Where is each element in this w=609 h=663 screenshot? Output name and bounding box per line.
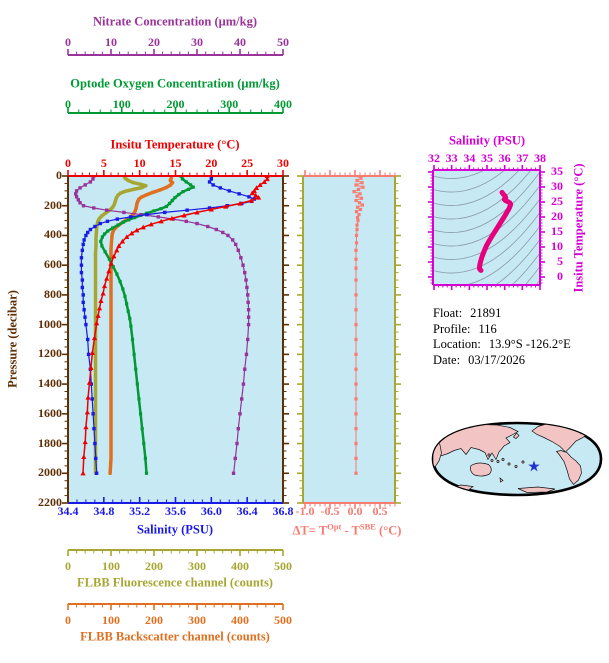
backscatter-tick-label: 200	[145, 613, 163, 627]
backscatter-tick-label: 100	[102, 613, 120, 627]
ts-temperature-tick-label: 5	[557, 254, 563, 268]
oxygen-axis-title: Optode Oxygen Concentration (μm/kg)	[70, 76, 280, 91]
pressure-tick-label: 1200	[38, 346, 62, 361]
fluorescence-tick-label: 400	[231, 559, 249, 573]
float-id-line: Float: 21891	[433, 306, 502, 320]
ts-salinity-tick-label: 37	[516, 151, 529, 165]
date-line: Date: 03/17/2026	[433, 352, 526, 367]
temperature-tick-label: 30	[277, 156, 289, 170]
ts-temperature-tick-label: 35	[551, 164, 563, 178]
fluorescence-tick-label: 500	[274, 559, 292, 573]
delta-t-tick-label: -1.0	[295, 504, 315, 518]
ts-temperature-tick-label: 20	[551, 209, 563, 223]
pressure-tick-label: 2000	[38, 465, 62, 480]
nitrate-tick-label: 20	[148, 35, 160, 49]
salinity-tick-label: 35.2	[129, 504, 151, 518]
world-map	[431, 421, 603, 497]
ts-temperature-tick-label: 10	[551, 239, 563, 253]
salinity-tick-label: 36.8	[272, 504, 294, 518]
salinity-tick-label: 34.4	[57, 504, 79, 518]
ts-temperature-tick-label: 15	[551, 224, 563, 238]
ts-curve	[476, 189, 514, 273]
nitrate-axis-title: Nitrate Concentration (μm/kg)	[93, 14, 257, 29]
pressure-tick-label: 1400	[38, 376, 62, 391]
delta-t-axis-title: ΔT= TOpt - TSBE (°C)	[292, 521, 402, 538]
nitrate-tick-label: 0	[65, 35, 71, 49]
oxygen-tick-label: 400	[274, 97, 292, 111]
ts-temperature-tick-label: 30	[551, 179, 563, 193]
salinity-axis-title: Salinity (PSU)	[136, 522, 214, 537]
pressure-tick-label: 200	[44, 197, 62, 212]
oxygen-tick-label: 0	[65, 97, 71, 111]
temperature-tick-label: 10	[133, 156, 146, 170]
fluorescence-tick-label: 0	[65, 559, 71, 573]
pressure-tick-label: 800	[44, 286, 62, 301]
fluorescence-tick-label: 200	[145, 559, 163, 573]
pressure-tick-label: 400	[44, 227, 62, 242]
nitrate-tick-label: 10	[105, 35, 117, 49]
ts-salinity-axis-title: Salinity (PSU)	[448, 133, 526, 148]
temperature-tick-label: 0	[65, 156, 71, 170]
profile-number-line: Profile: 116	[433, 321, 497, 336]
nitrate-tick-label: 40	[234, 35, 246, 49]
backscatter-tick-label: 400	[231, 613, 249, 627]
temperature-tick-label: 20	[205, 156, 218, 170]
temperature-tick-label: 5	[100, 156, 107, 170]
salinity-tick-label: 36.4	[236, 504, 258, 518]
delta-t-curve	[352, 176, 365, 475]
pressure-tick-label: 0	[56, 168, 62, 182]
delta-t-tick-label: -0.5	[320, 504, 340, 518]
fluorescence-axis-title: FLBB Fluorescence channel (counts)	[77, 575, 273, 590]
salinity-tick-label: 34.8	[93, 504, 115, 518]
backscatter-tick-label: 300	[188, 613, 206, 627]
fluorescence-tick-label: 100	[102, 559, 120, 573]
oxygen-tick-label: 100	[112, 97, 131, 111]
backscatter-tick-label: 0	[65, 613, 71, 627]
ts-salinity-tick-label: 33	[445, 151, 458, 165]
pressure-tick-label: 1600	[38, 405, 62, 420]
salinity-tick-label: 35.6	[165, 504, 186, 518]
oxygen-tick-label: 200	[166, 97, 185, 111]
ts-salinity-tick-label: 36	[498, 151, 511, 165]
ts-temperature-tick-label: 0	[557, 269, 563, 283]
pressure-tick-label: 1000	[38, 316, 62, 331]
temperature-tick-label: 15	[169, 156, 182, 170]
ts-salinity-tick-label: 34	[463, 151, 476, 165]
float-location-star	[528, 460, 540, 472]
pressure-axis-title: Pressure (decibar)	[5, 290, 20, 388]
pressure-tick-label: 600	[44, 257, 62, 272]
isopycnal-contours	[433, 170, 540, 285]
fluorescence-tick-label: 300	[188, 559, 206, 573]
nitrate-tick-label: 50	[277, 35, 289, 49]
float-info-block: Float: 21891 Profile: 116 Location: 13.9°S …	[433, 306, 571, 368]
delta-t-tick-label: 0.0	[347, 504, 363, 518]
ts-temperature-axis-title: Insitu Temperature (°C)	[571, 163, 586, 293]
oxygen-curve	[99, 176, 195, 475]
pressure-tick-label: 2200	[38, 495, 62, 509]
nitrate-curve	[74, 176, 251, 475]
delta-t-tick-label: 0.5	[372, 504, 388, 518]
oxygen-tick-label: 300	[220, 97, 239, 111]
temperature-tick-label: 25	[241, 156, 254, 170]
temperature-axis-title: Insitu Temperature (°C)	[110, 137, 240, 152]
ts-temperature-tick-label: 25	[551, 194, 563, 208]
ts-salinity-tick-label: 32	[428, 151, 440, 165]
nitrate-tick-label: 30	[191, 35, 203, 49]
ts-salinity-tick-label: 35	[481, 151, 493, 165]
backscatter-axis-title: FLBB Backscatter channel (counts)	[80, 629, 270, 644]
location-line: Location: 13.9°S -126.2°E	[433, 337, 571, 351]
salinity-tick-label: 36.0	[200, 504, 222, 518]
temperature-curve	[80, 176, 270, 476]
backscatter-tick-label: 500	[274, 613, 292, 627]
pressure-tick-label: 1800	[38, 435, 62, 450]
ts-salinity-tick-label: 38	[534, 151, 546, 165]
